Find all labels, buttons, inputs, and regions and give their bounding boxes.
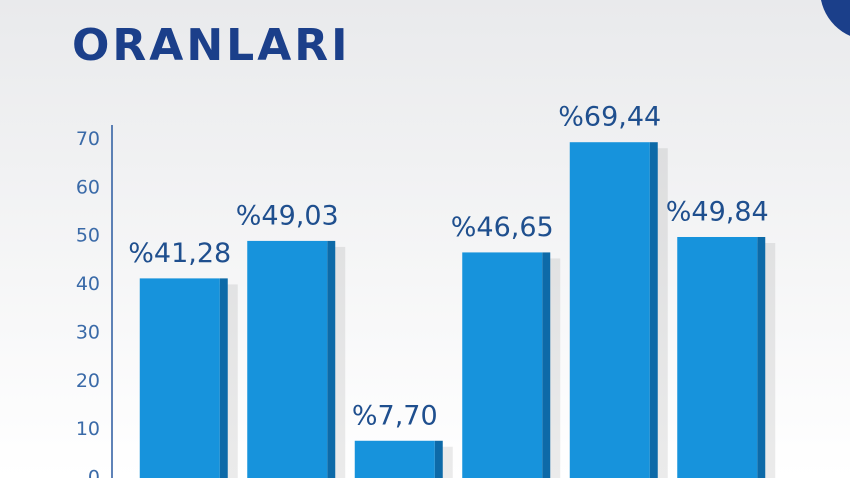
bar (354, 440, 435, 478)
bar (247, 240, 328, 478)
y-tick-label: 0 (88, 467, 100, 478)
value-label: %41,28 (128, 238, 231, 269)
value-label: %7,70 (352, 400, 438, 431)
corner-decoration (821, 0, 850, 36)
y-tick-label: 40 (76, 273, 100, 295)
bar-side (757, 236, 766, 478)
bar-side (649, 142, 658, 478)
bar (569, 142, 650, 478)
y-tick-label: 50 (76, 225, 100, 247)
bar-side (542, 252, 551, 478)
y-tick-label: 30 (76, 321, 100, 343)
y-tick-label: 20 (76, 370, 100, 392)
value-label: %49,84 (666, 196, 769, 227)
chart-title: ORANLARI (72, 20, 351, 71)
value-label: %69,44 (558, 102, 661, 133)
bar (462, 252, 543, 478)
value-label: %46,65 (451, 212, 554, 243)
bar (139, 278, 220, 478)
y-tick-label: 10 (76, 418, 100, 440)
y-tick-label: 60 (76, 176, 100, 198)
bar-side (434, 440, 443, 478)
bar (677, 236, 758, 478)
bar-side (327, 240, 336, 478)
bar-side (219, 278, 228, 478)
value-label: %49,03 (236, 200, 339, 231)
y-tick-label: 70 (76, 128, 100, 150)
